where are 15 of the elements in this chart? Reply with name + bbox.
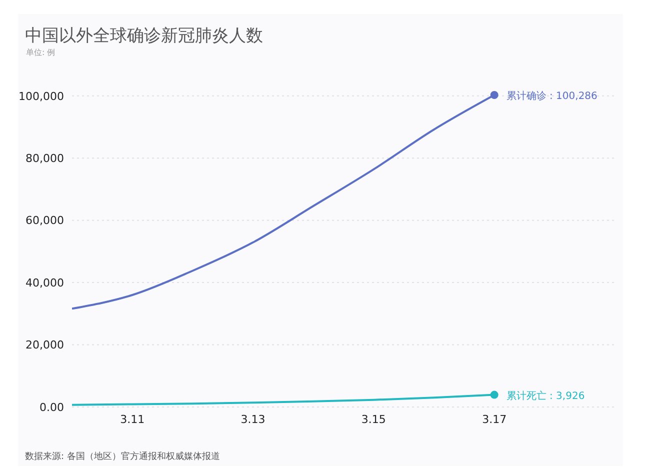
y-tick-label: 0.00 — [40, 400, 64, 414]
source-note: 数据来源: 各国（地区）官方通报和权威媒体报道 — [25, 450, 220, 463]
x-tick-label: 3.15 — [361, 412, 386, 426]
y-tick-label: 80,000 — [26, 152, 64, 166]
y-tick-label: 40,000 — [26, 276, 64, 290]
annotation: 累计死亡 : 3,926 — [506, 390, 585, 402]
y-tick-label: 100,000 — [18, 90, 64, 103]
y-tick-label: 20,000 — [26, 338, 64, 352]
chart-subtitle: 单位: 例 — [26, 47, 56, 58]
x-tick-label: 3.17 — [482, 412, 507, 426]
x-tick-label: 3.11 — [120, 412, 145, 426]
y-tick-label: 60,000 — [26, 214, 64, 228]
annotation: 累计确诊 : 100,286 — [506, 90, 598, 102]
x-tick-label: 3.13 — [240, 412, 266, 426]
chart-title: 中国以外全球确诊新冠肺炎人数 — [25, 25, 263, 47]
